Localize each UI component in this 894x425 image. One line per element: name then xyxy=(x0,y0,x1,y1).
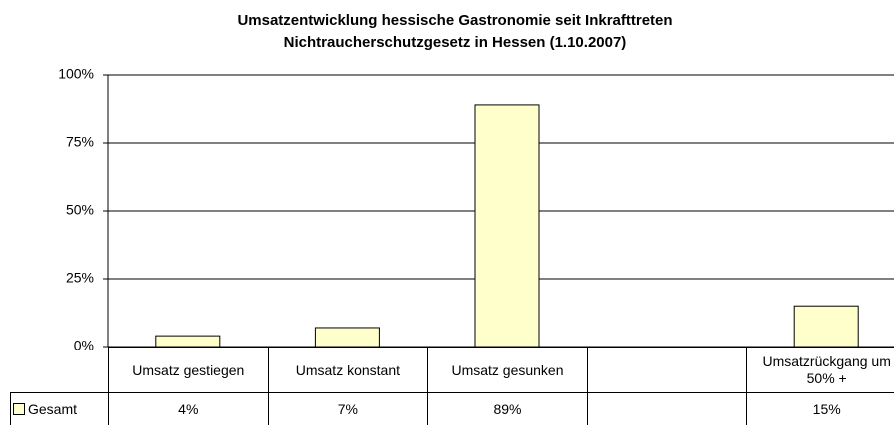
y-tick-label: 50% xyxy=(66,202,94,218)
category-cell: Umsatzrückgang um 50% + xyxy=(746,347,894,393)
legend-label: Gesamt xyxy=(28,400,78,417)
value-label: 15% xyxy=(746,392,894,425)
category-cell: Umsatz gesunken xyxy=(427,347,588,393)
value-label: 89% xyxy=(427,392,588,425)
bar xyxy=(793,305,859,348)
chart-title: Umsatzentwicklung hessische Gastronomie … xyxy=(237,12,672,29)
category-cell xyxy=(586,347,748,393)
chart-title: Nichtraucherschutzgesetz in Hessen (1.10… xyxy=(284,34,627,51)
legend-cell: Gesamt xyxy=(10,392,109,425)
value-label: 4% xyxy=(108,392,269,425)
category-cell: Umsatz gestiegen xyxy=(108,347,269,393)
category-cell: Umsatz konstant xyxy=(267,347,429,393)
bar xyxy=(314,327,380,348)
value-label: 7% xyxy=(267,392,429,425)
y-tick-label: 75% xyxy=(66,134,94,150)
plot: Umsatzentwicklung hessische Gastronomie … xyxy=(58,12,894,350)
y-tick-label: 25% xyxy=(66,270,94,286)
bar xyxy=(474,104,540,348)
bar xyxy=(155,335,221,348)
y-tick-label: 0% xyxy=(74,338,94,350)
value-label xyxy=(586,392,748,425)
y-tick-label: 100% xyxy=(58,66,94,82)
legend-swatch xyxy=(13,403,25,415)
